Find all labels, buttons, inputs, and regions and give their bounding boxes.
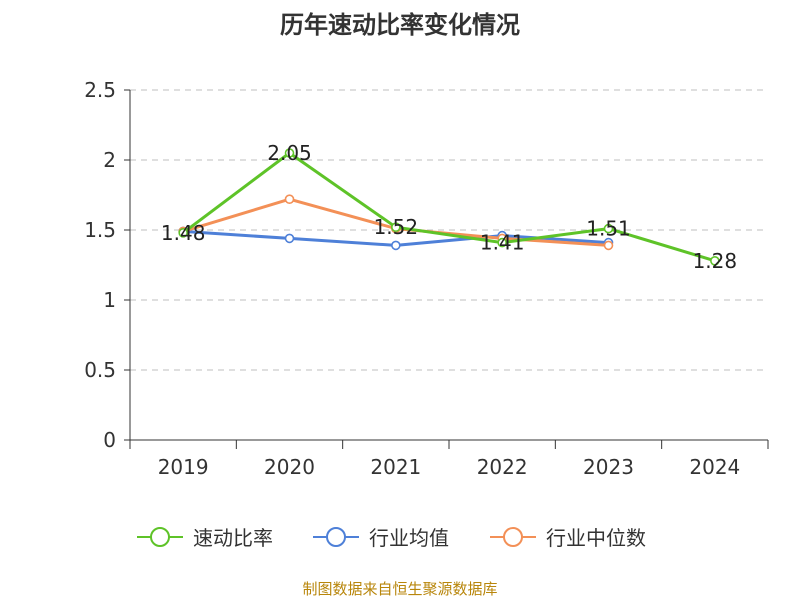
data-point — [603, 240, 614, 251]
y-tick-label: 0 — [103, 428, 116, 452]
legend-label: 行业中位数 — [546, 526, 646, 550]
x-tick-label: 2021 — [370, 455, 421, 479]
chart-title: 历年速动比率变化情况 — [280, 11, 520, 39]
data-label: 1.51 — [586, 217, 631, 241]
source-note: 制图数据来自恒生聚源数据库 — [302, 580, 498, 598]
y-tick-label: 2 — [103, 148, 116, 172]
data-point — [284, 194, 295, 204]
data-point — [284, 148, 295, 158]
x-tick-label: 2019 — [158, 455, 209, 479]
data-point — [391, 240, 401, 251]
legend-item: 行业均值 — [313, 526, 449, 550]
y-tick-label: 2.5 — [84, 78, 116, 102]
data-point — [710, 255, 720, 266]
data-point — [178, 228, 188, 238]
y-tick-label: 1.5 — [84, 218, 116, 242]
x-tick-label: 2023 — [583, 455, 634, 479]
x-tick-label: 2022 — [477, 455, 528, 479]
legend-label: 行业均值 — [369, 526, 449, 550]
legend-label: 速动比率 — [193, 526, 273, 550]
x-tick-label: 2020 — [264, 455, 315, 479]
data-label: 1.48 — [161, 221, 206, 245]
data-label: 1.28 — [693, 249, 738, 273]
legend-swatch-marker — [503, 527, 523, 547]
data-label: 1.41 — [480, 231, 525, 255]
series-line — [182, 151, 716, 263]
data-point — [603, 223, 614, 234]
x-tick-label: 2024 — [689, 455, 740, 479]
data-point — [391, 222, 401, 232]
legend-swatch-marker — [326, 527, 346, 547]
y-tick-label: 1 — [103, 288, 116, 312]
data-point — [284, 233, 295, 244]
legend-item: 速动比率 — [137, 526, 273, 550]
data-point — [497, 237, 507, 248]
legend-item: 行业中位数 — [490, 526, 646, 550]
y-tick-label: 0.5 — [84, 358, 116, 382]
legend-swatch-marker — [150, 527, 170, 547]
data-label: 2.05 — [267, 141, 312, 165]
data-label: 1.52 — [374, 215, 419, 239]
